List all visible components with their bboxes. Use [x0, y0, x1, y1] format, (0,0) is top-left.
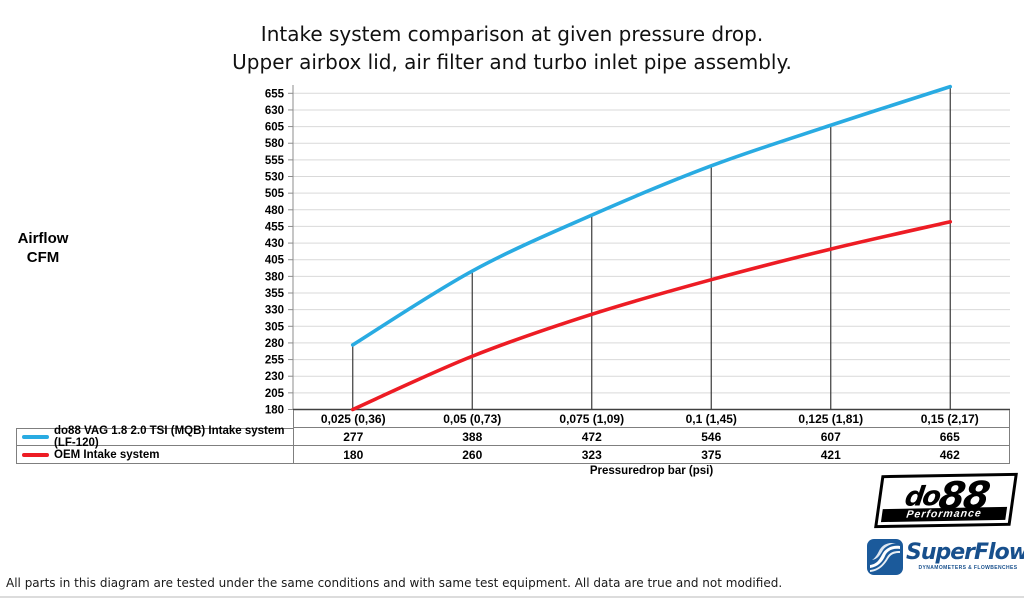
- x-category-label: 0,125 (1,81): [771, 410, 891, 428]
- table-value-oem: 421: [771, 446, 891, 464]
- superflow-logo-text: SuperFlow: [906, 540, 1024, 565]
- x-axis-title: Pressuredrop bar (psi): [589, 465, 714, 477]
- y-axis-title-line1: Airflow: [17, 230, 69, 247]
- disclaimer-text: All parts in this diagram are tested und…: [6, 576, 783, 590]
- y-axis-label: 605: [265, 122, 285, 134]
- do88-logo: do88 Performance: [874, 472, 1018, 529]
- y-axis-label: 555: [265, 155, 285, 167]
- table-value-oem: 260: [412, 446, 532, 464]
- chart-title: Intake system comparison at given pressu…: [0, 20, 1024, 76]
- x-category-label: 0,025 (0,36): [293, 410, 413, 428]
- y-axis-label: 255: [265, 355, 285, 367]
- series-line-do88: [350, 84, 953, 347]
- table-value-do88: 388: [412, 428, 532, 446]
- chart-plot: 180 205 230 255 280 305 330 355 380 405 430 455 480 5…: [265, 84, 1010, 417]
- y-axis-label: 655: [265, 88, 285, 100]
- x-category-label: 0,15 (2,17): [890, 410, 1010, 428]
- table-value-do88: 277: [293, 428, 413, 446]
- y-axis-label: 280: [265, 338, 284, 350]
- y-axis-label: 230: [265, 371, 284, 383]
- table-value-do88: 546: [651, 428, 771, 446]
- table-value-oem: 323: [532, 446, 652, 464]
- legend-label-do88: do88 VAG 1.8 2.0 TSI (MQB) Intake system…: [54, 425, 285, 449]
- x-category-label: 0,075 (1,09): [532, 410, 652, 428]
- y-axis-label: 430: [265, 238, 284, 250]
- superflow-logo-tagline: DYNAMOMETERS & FLOWBENCHES: [918, 565, 1018, 571]
- y-axis-label: 480: [265, 205, 284, 217]
- y-axis-label: 355: [265, 288, 285, 300]
- do88-logo-tagline: Performance: [880, 506, 1008, 523]
- y-axis-label: 330: [265, 305, 284, 317]
- legend-item-oem: OEM Intake system: [16, 446, 293, 464]
- x-category-label: 0,05 (0,73): [412, 410, 532, 428]
- table-value-oem: 462: [890, 446, 1010, 464]
- y-axis-label: 405: [265, 255, 285, 267]
- series-line-oem: [350, 219, 953, 412]
- y-axis-title-line2: CFM: [26, 249, 60, 266]
- superflow-wave-icon: [867, 539, 903, 575]
- y-axis-label: 180: [265, 405, 284, 417]
- legend-swatch-oem: [22, 452, 49, 457]
- data-table: 0,025 (0,36) 0,05 (0,73) 0,075 (1,09) 0,…: [16, 410, 1010, 464]
- y-axis-label: 505: [265, 188, 285, 200]
- y-axis-label: 455: [265, 221, 285, 233]
- chart-title-line1: Intake system comparison at given pressu…: [260, 22, 764, 46]
- table-value-do88: 607: [771, 428, 891, 446]
- x-category-label: 0,1 (1,45): [651, 410, 771, 428]
- legend-label-oem: OEM Intake system: [54, 448, 160, 461]
- y-axis-label: 305: [265, 321, 285, 333]
- y-axis-label: 380: [265, 271, 284, 283]
- y-axis-label: 205: [265, 388, 285, 400]
- table-value-do88: 472: [532, 428, 652, 446]
- y-axis-label: 630: [265, 105, 284, 117]
- legend-swatch-do88: [22, 435, 49, 439]
- y-axis-label: 580: [265, 138, 284, 150]
- superflow-logo: SuperFlow DYNAMOMETERS & FLOWBENCHES: [866, 538, 1024, 578]
- table-value-oem: 180: [293, 446, 413, 464]
- table-value-do88: 665: [890, 428, 1010, 446]
- bottom-divider: [0, 596, 1024, 598]
- chart-title-line2: Upper airbox lid, air filter and turbo i…: [232, 50, 792, 74]
- table-value-oem: 375: [651, 446, 771, 464]
- y-axis-title: Airflow CFM: [8, 229, 78, 267]
- legend-item-do88: do88 VAG 1.8 2.0 TSI (MQB) Intake system…: [16, 425, 293, 449]
- y-axis-label: 530: [265, 172, 284, 184]
